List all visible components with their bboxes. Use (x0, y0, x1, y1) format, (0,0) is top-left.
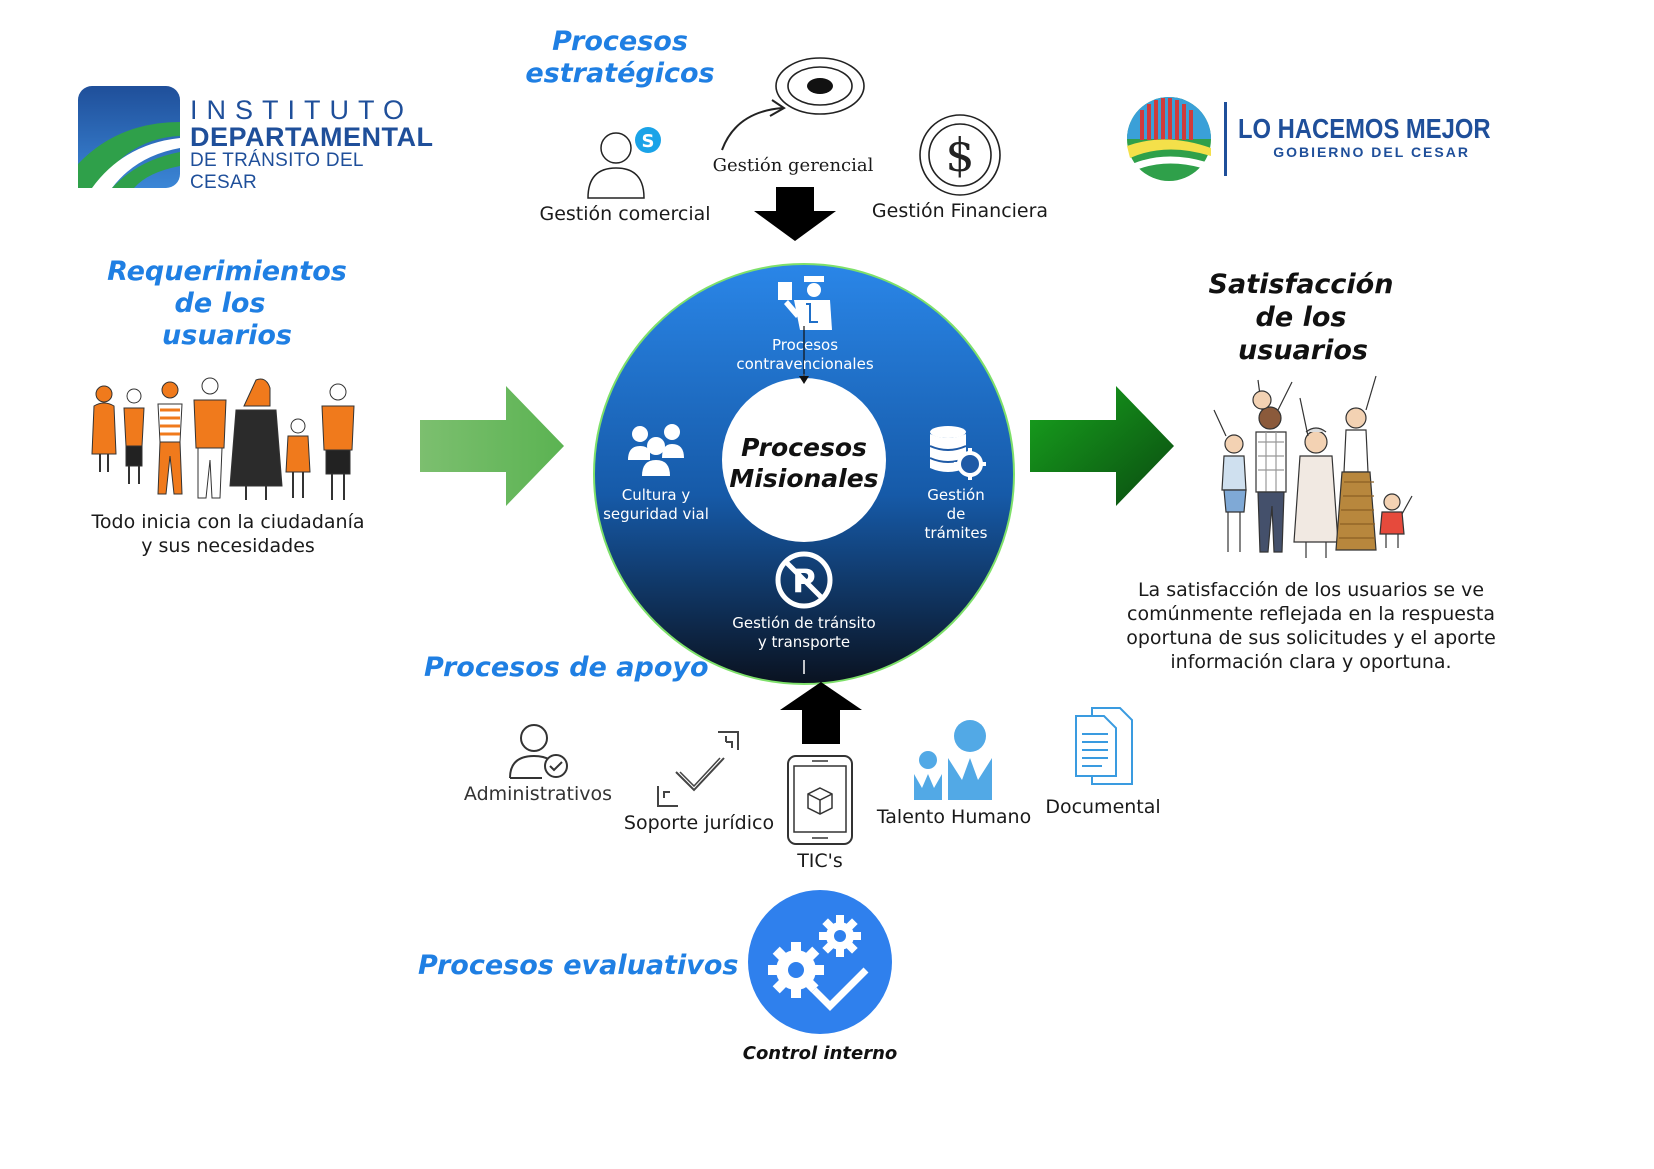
user-skype-icon: S (587, 127, 661, 199)
database-gear-icon (929, 426, 986, 480)
tablet-box-icon (787, 755, 853, 845)
strategic-item-gerencial: Gestión gerencial (712, 155, 874, 176)
no-parking-icon: P (775, 551, 833, 609)
connector-arrow-icon (799, 326, 809, 384)
input-arrow-icon (420, 386, 564, 506)
people-group-icon (91, 377, 355, 500)
satisfaction-text-line1: La satisfacción de los usuarios se ve (1137, 579, 1485, 601)
missional-item-tramites: Gestión de trámites (910, 486, 1002, 543)
svg-text:S: S (642, 131, 655, 152)
gobierno-logo-line2: GOBIERNO DEL CESAR (1273, 144, 1470, 160)
documents-icon (1075, 707, 1133, 785)
missional-right-line3: trámites (924, 524, 988, 542)
target-icon (721, 57, 865, 151)
satisfaction-heading-line2: de los (1255, 302, 1347, 333)
requirements-heading-line2: de los (174, 288, 266, 319)
missional-item-cultura: Cultura y seguridad vial (594, 486, 718, 524)
support-item-documental: Documental (1045, 796, 1161, 818)
svg-text:$: $ (945, 128, 974, 182)
people-blue-icon (914, 720, 992, 800)
people-group-white-icon (628, 424, 684, 476)
satisfaction-text: La satisfacción de los usuarios se ve co… (1118, 578, 1504, 674)
down-arrow-icon (754, 187, 836, 241)
satisfaction-heading-line1: Satisfacción (1208, 269, 1394, 300)
missional-bottom-line1: Gestión de tránsito (732, 614, 876, 632)
traffic-police-icon (778, 276, 832, 330)
evaluative-label: Control interno (742, 1043, 898, 1064)
missional-right-line1: Gestión (927, 486, 985, 504)
gobierno-logo: LO HACEMOS MEJOR GOBIERNO DEL CESAR (1126, 96, 1506, 182)
up-arrow-icon (780, 682, 862, 744)
satisfaction-text-line2: comúnmente reflejada en la respuesta (1127, 603, 1495, 625)
support-item-tics: TIC's (797, 850, 843, 872)
strategic-heading-line2: estratégicos (525, 58, 715, 89)
satisfaction-heading: Satisfacción de los usuarios (1196, 268, 1406, 367)
output-arrow-icon (1030, 386, 1174, 506)
missional-item-transito: Gestión de tránsito y transporte (716, 614, 892, 652)
strategic-heading-line1: Procesos (552, 26, 688, 57)
happy-family-icon (1213, 375, 1413, 558)
checkmark-corners-icon (657, 731, 739, 807)
dollar-coin-icon: $ (919, 114, 1001, 196)
missional-bottom-line2: y transporte (757, 633, 851, 651)
instituto-logo-line1: INSTITUTO (190, 95, 414, 125)
strategic-item-comercial: Gestión comercial (539, 203, 711, 225)
instituto-logo-line3: DE TRÁNSITO DEL CESAR (190, 150, 364, 193)
requirements-heading-line3: usuarios (162, 320, 292, 351)
user-check-icon (509, 724, 568, 779)
satisfaction-text-line3: oportuna de sus solicitudes y el aporte (1126, 627, 1496, 649)
support-item-talento: Talento Humano (876, 806, 1032, 828)
requirements-caption-line2: y sus necesidades (141, 535, 315, 557)
requirements-caption: Todo inicia con la ciudadanía y sus nece… (60, 510, 396, 558)
requirements-heading-line1: Requerimientos (107, 256, 347, 287)
requirements-caption-line1: Todo inicia con la ciudadanía (91, 511, 365, 533)
satisfaction-heading-line3: usuarios (1238, 335, 1368, 366)
evaluative-heading: Procesos evaluativos (418, 950, 739, 981)
missional-ring (593, 263, 1015, 685)
strategic-item-financiera: Gestión Financiera (871, 200, 1049, 222)
missional-left-line2: seguridad vial (603, 505, 709, 523)
missional-top-line1: Procesos (771, 336, 839, 354)
support-heading: Procesos de apoyo (424, 652, 709, 683)
strategic-heading: Procesos estratégicos (520, 26, 720, 90)
gobierno-logo-line1: LO HACEMOS MEJOR (1238, 113, 1491, 144)
missional-top-line2: contravencionales (736, 355, 874, 373)
missional-center: Procesos Misionales (722, 432, 886, 494)
missional-item-contravencionales: Procesos contravencionales (720, 336, 890, 374)
gobierno-logo-mark-icon (1127, 97, 1211, 181)
missional-center-line1: Procesos (741, 433, 867, 462)
requirements-heading: Requerimientos de los usuarios (100, 256, 354, 352)
satisfaction-text-line4: información clara y oportuna. (1170, 651, 1452, 673)
gears-check-icon (748, 890, 892, 1034)
instituto-logo: INSTITUTO DEPARTAMENTAL DE TRÁNSITO DEL … (78, 86, 433, 193)
instituto-logo-mark-icon (78, 86, 180, 188)
missional-center-line2: Misionales (729, 464, 879, 493)
missional-left-line1: Cultura y (621, 486, 691, 504)
support-item-juridico: Soporte jurídico (623, 812, 775, 834)
missional-right-line2: de (946, 505, 966, 523)
support-item-administrativos: Administrativos (463, 783, 613, 805)
instituto-logo-line2: DEPARTAMENTAL (190, 122, 434, 152)
